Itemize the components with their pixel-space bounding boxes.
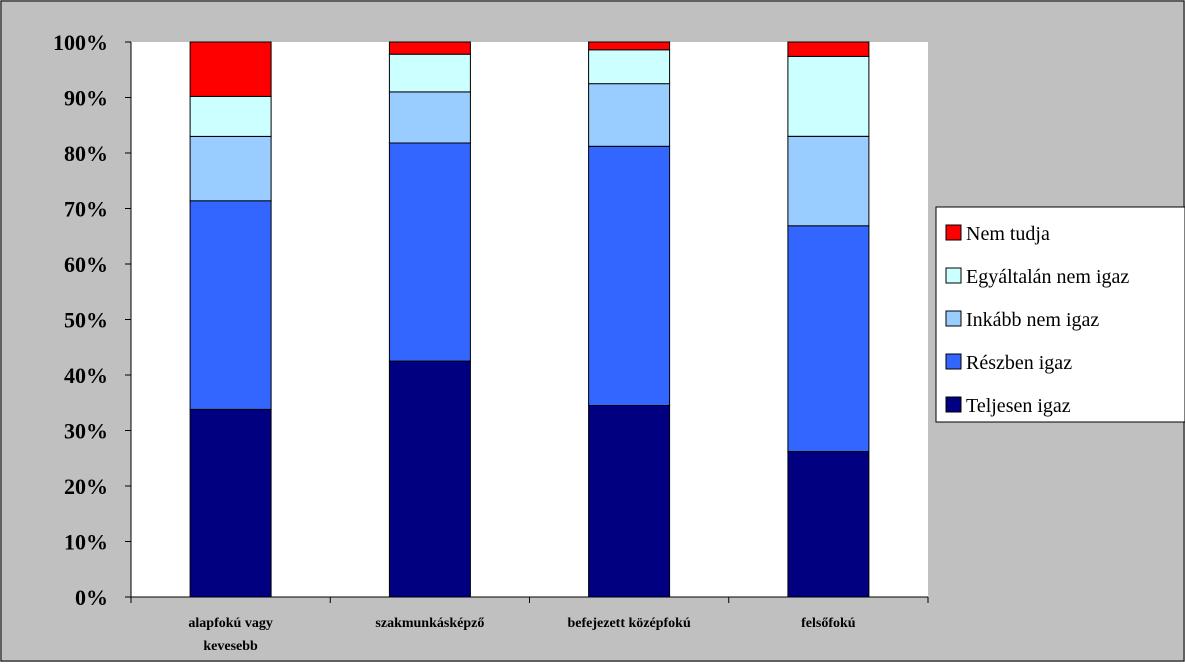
legend: Nem tudja Egyáltalán nem igaz Inkább nem i… [935,206,1185,423]
bar-segment-reszben-igaz-3 [588,145,671,407]
x-tick-label: szakmunkásképző [375,616,484,631]
y-tick-label: 0% [75,585,108,610]
bar-segment-nem-tudja-3 [588,41,671,51]
x-tick-label: felsőfokú [801,616,856,631]
y-tick-label: 50% [64,308,108,333]
legend-swatch-reszben-igaz [945,353,962,370]
legend-box [935,206,1185,423]
bar-segment-inkabb-nem-igaz-2 [388,91,471,144]
bar-segment-nem-tudja-1 [189,41,272,97]
legend-swatch-inkabb-nem-igaz [945,310,962,327]
y-tick-label: 30% [64,419,108,444]
bar-segment-egyaltalan-nem-igaz-1 [189,95,272,137]
bar-segment-inkabb-nem-igaz-1 [189,135,272,202]
bar-segment-reszben-igaz-1 [189,200,272,410]
bar-segment-egyaltalan-nem-igaz-4 [787,55,870,137]
bar-segment-nem-tudja-4 [787,41,870,57]
bar-segment-egyaltalan-nem-igaz-3 [588,49,671,85]
bar-segment-inkabb-nem-igaz-3 [588,83,671,147]
bar-segment-teljesen-igaz-3 [588,405,671,598]
x-tick-label: alapfokú vagy [188,616,272,631]
legend-label-teljesen-igaz: Teljesen igaz [966,395,1071,417]
bar-segment-inkabb-nem-igaz-4 [787,135,870,227]
y-tick-label: 100% [53,30,108,55]
bar-segment-reszben-igaz-4 [787,225,870,453]
y-tick-label: 90% [64,86,108,111]
bar-segment-teljesen-igaz-2 [388,360,471,598]
bar-segment-teljesen-igaz-1 [189,408,272,598]
legend-swatch-egyaltalan-nem-igaz [945,267,962,284]
y-tick-label: 10% [64,530,108,555]
x-tick-label: befejezett középfokú [568,616,691,631]
bar-segment-egyaltalan-nem-igaz-2 [388,53,471,93]
bar-segment-nem-tudja-2 [388,41,471,55]
legend-label-reszben-igaz: Részben igaz [966,352,1072,374]
axes-group: 0% 10% 20% 30% 40% 50% 60% 70% 80% 90% 100% alapfok… [53,30,929,654]
y-tick-label: 80% [64,141,108,166]
legend-label-nem-tudja: Nem tudja [966,223,1050,245]
legend-label-inkabb-nem-igaz: Inkább nem igaz [966,309,1099,331]
bar-segment-teljesen-igaz-4 [787,451,870,598]
legend-label-egyaltalan-nem-igaz: Egyáltalán nem igaz [966,266,1129,288]
x-tick-label: kevesebb [203,639,258,654]
y-tick-label: 20% [64,474,108,499]
y-tick-label: 70% [64,197,108,222]
bar-segment-reszben-igaz-2 [388,142,471,362]
legend-swatch-nem-tudja [945,224,962,241]
y-tick-label: 40% [64,363,108,388]
y-tick-label: 60% [64,252,108,277]
bars-group [189,41,870,598]
legend-swatch-teljesen-igaz [945,396,962,413]
